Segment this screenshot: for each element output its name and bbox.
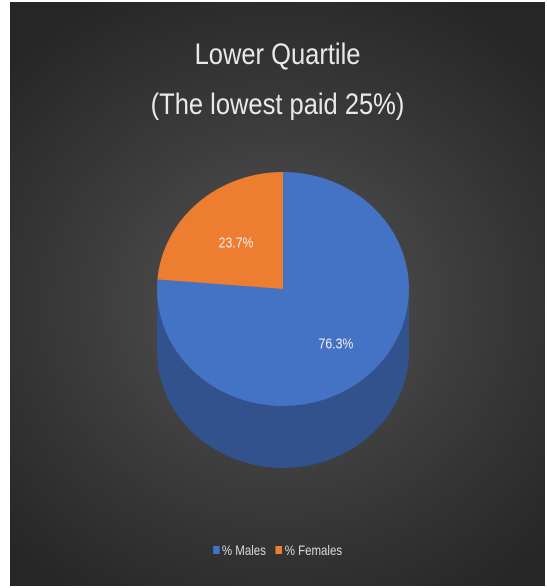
- legend-label-females: % Females: [284, 542, 343, 558]
- pie-slices: [157, 172, 409, 406]
- legend: % Males % Females: [58, 542, 497, 558]
- chart-subtitle: (The lowest paid 25%): [150, 88, 405, 121]
- pie-sides: [157, 289, 409, 468]
- pie-chart: 76.3% 23.7%: [157, 172, 409, 468]
- legend-swatch-males: [212, 546, 220, 554]
- pie-side-0: [157, 289, 409, 468]
- legend-label-males: % Males: [221, 542, 266, 558]
- chart-title-line-1: Lower Quartile: [194, 38, 361, 71]
- data-label-1: 23.7%: [219, 235, 254, 251]
- legend-item-males: % Males: [212, 542, 266, 558]
- pie-slice-1: [157, 172, 283, 289]
- pie-data-labels: 76.3% 23.7%: [219, 235, 354, 352]
- chart-area: Lower Quartile (The lowest paid 25%) 76.…: [10, 2, 545, 586]
- data-label-0: 76.3%: [319, 335, 354, 351]
- chart-title: Lower Quartile (The lowest paid 25%): [50, 30, 505, 130]
- legend-swatch-females: [275, 546, 283, 554]
- legend-item-females: % Females: [275, 542, 343, 558]
